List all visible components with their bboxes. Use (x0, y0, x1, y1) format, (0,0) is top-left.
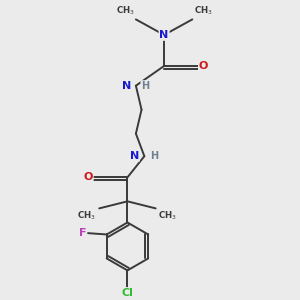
Text: O: O (199, 61, 208, 71)
Text: CH$_3$: CH$_3$ (158, 210, 177, 222)
Text: Cl: Cl (122, 288, 134, 298)
Text: CH$_3$: CH$_3$ (77, 210, 96, 222)
Text: H: H (151, 151, 159, 161)
Text: CH$_3$: CH$_3$ (116, 5, 134, 17)
Text: N: N (122, 81, 131, 91)
Text: N: N (160, 30, 169, 40)
Text: N: N (130, 151, 139, 161)
Text: CH$_3$: CH$_3$ (194, 5, 213, 17)
Text: O: O (83, 172, 93, 182)
Text: F: F (79, 228, 86, 238)
Text: H: H (141, 81, 149, 91)
